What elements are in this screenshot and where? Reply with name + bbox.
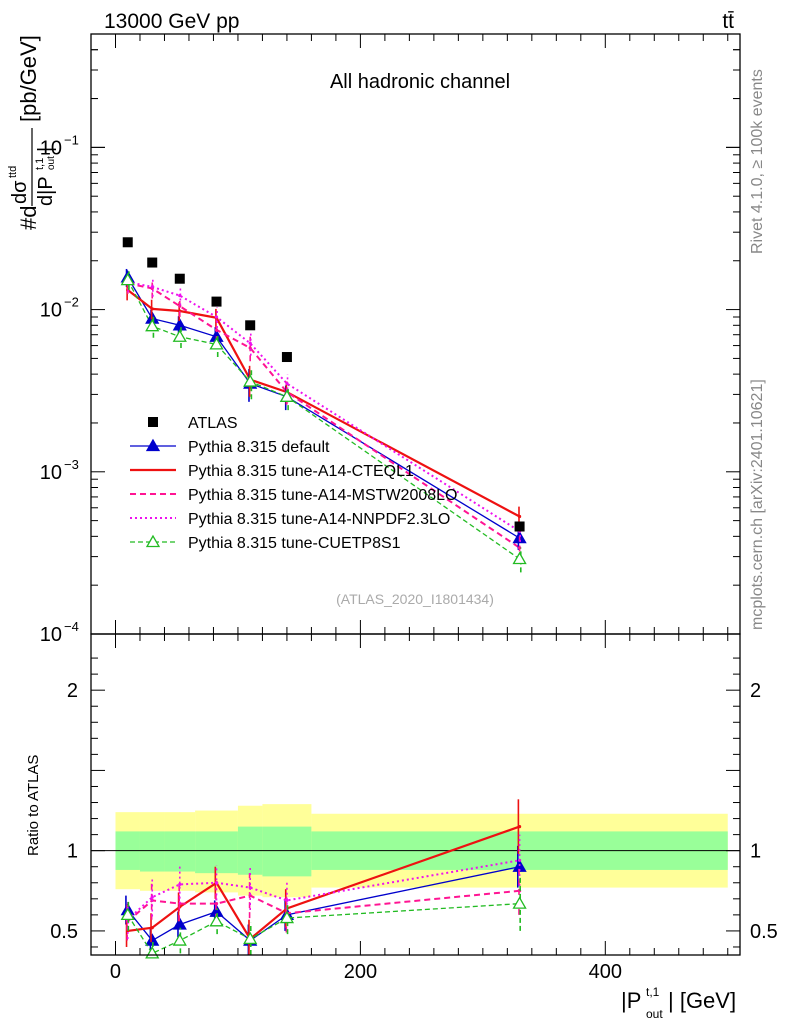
ratio-point-cuetp	[172, 933, 187, 946]
ratio-point-cteq	[150, 926, 154, 930]
ratio-point-nnpdf	[248, 885, 252, 890]
svg-text:[pb/GeV]: [pb/GeV]	[16, 35, 41, 122]
legend-label-atlas: ATLAS	[188, 415, 238, 432]
ratio-y-tick-label: 2	[67, 680, 78, 702]
main-y-tick-label-exp: −3	[64, 457, 79, 472]
main-point-cuetp	[243, 374, 258, 387]
main-point-nnpdf	[214, 315, 219, 319]
legend-marker-cuetp	[145, 534, 161, 548]
main-point-nnpdf	[178, 293, 182, 298]
ratio-point-nnpdf	[285, 898, 289, 903]
main-y-tick-label-exp: −2	[64, 295, 79, 310]
main-title: All hadronic channel	[330, 71, 510, 93]
ratio-point-cteq	[517, 825, 522, 829]
ratio-band-inner	[262, 826, 312, 877]
ratio-band-inner	[139, 831, 165, 872]
main-point-cuetp	[279, 389, 295, 402]
x-tick-label: 400	[589, 961, 622, 983]
header-right: tt̄	[722, 10, 734, 33]
svg-text:out: out	[46, 156, 57, 170]
main-series-cteq-line	[127, 289, 521, 518]
ratio-y-tick-label: 0.5	[50, 921, 78, 943]
main-point-nnpdf	[150, 285, 154, 289]
x-tick-label: 0	[110, 961, 121, 983]
main-point-cuetp	[172, 329, 187, 342]
main-point-atlas	[245, 320, 256, 331]
main-point-cteq	[517, 514, 522, 519]
main-y-tick-label-exp: −4	[64, 619, 79, 634]
ratio-y-axis-label: Ratio to ATLAS	[25, 755, 42, 856]
main-point-mstw	[214, 328, 219, 332]
ratio-band-inner	[195, 831, 238, 874]
main-series-mstw-line	[127, 282, 521, 549]
mcplots-label: mcplots.cern.ch [arXiv:2401.10621]	[749, 379, 766, 630]
legend-label-cuetp: Pythia 8.315 tune-CUETP8S1	[188, 535, 401, 552]
main-y-tick-label: 10	[40, 137, 62, 159]
ratio-point-cuetp	[209, 913, 224, 927]
ratio-y-tick-label-right: 0.5	[750, 921, 778, 943]
main-point-cteq	[150, 307, 154, 311]
main-point-cuetp	[512, 551, 527, 565]
main-point-atlas	[211, 296, 222, 307]
ratio-point-nnpdf	[517, 858, 522, 862]
main-point-nnpdf	[285, 381, 289, 386]
main-point-cuetp	[145, 318, 160, 332]
main-point-cuetp	[209, 337, 224, 350]
svg-text:| [GeV]: | [GeV]	[668, 988, 736, 1013]
main-y-tick-label: 10	[40, 300, 62, 322]
svg-text:out: out	[646, 1007, 663, 1021]
ratio-point-nnpdf	[150, 895, 154, 899]
ratio-frame	[90, 633, 741, 956]
x-axis-label: |P t,1 out | [GeV]	[621, 985, 736, 1021]
ratio-point-cuetp	[279, 910, 295, 924]
ratio-point-nnpdf	[178, 882, 182, 886]
svg-text:#d: #d	[16, 206, 41, 230]
x-tick-label: 200	[344, 961, 377, 983]
svg-text:ttd: ttd	[7, 166, 19, 178]
main-point-mstw	[517, 546, 522, 550]
main-y-tick-label: 10	[40, 624, 62, 646]
ratio-y-tick-label-right: 2	[750, 680, 761, 702]
main-y-axis-label: #d dσ ttd d|P t,1 out | [pb/GeV]	[7, 35, 57, 230]
main-point-atlas	[174, 273, 185, 284]
ratio-y-tick-label: 1	[67, 841, 78, 863]
svg-text:t,1: t,1	[34, 158, 46, 170]
ratio-point-cuetp	[120, 907, 135, 921]
svg-text:d|P: d|P	[35, 176, 57, 206]
main-point-nnpdf	[248, 341, 252, 345]
svg-text:|: |	[35, 147, 57, 152]
main-point-atlas	[514, 521, 525, 532]
ratio-series-cuetp-line	[127, 902, 520, 955]
main-y-tick-label-exp: −1	[64, 132, 79, 147]
main-y-tick-label: 10	[40, 462, 62, 484]
ratio-point-nnpdf	[214, 881, 219, 885]
main-point-atlas	[281, 352, 292, 363]
ratio-point-cuetp	[145, 946, 160, 959]
main-point-atlas	[147, 257, 158, 268]
ratio-point-cuetp	[243, 931, 258, 945]
svg-text:dσ: dσ	[9, 180, 31, 204]
ratio-band-inner	[164, 831, 196, 872]
legend-label-default: Pythia 8.315 default	[188, 439, 330, 456]
svg-text:t,1: t,1	[646, 985, 660, 999]
ratio-y-tick-label-right: 1	[750, 841, 761, 863]
legend-marker-atlas	[148, 417, 158, 427]
main-point-atlas	[122, 237, 133, 248]
legend: ATLAS Pythia 8.315 default Pythia 8.315 tu…	[130, 415, 457, 552]
legend-label-cteq: Pythia 8.315 tune-A14-CTEQL1	[188, 463, 414, 480]
main-point-cuetp	[120, 272, 135, 286]
svg-text:|P: |P	[621, 988, 641, 1013]
watermark: (ATLAS_2020_I1801434)	[336, 591, 494, 607]
rivet-label: Rivet 4.1.0, ≥ 100k events	[749, 69, 766, 254]
ratio-point-cuetp	[512, 896, 527, 909]
legend-label-nnpdf: Pythia 8.315 tune-A14-NNPDF2.3LO	[188, 511, 450, 528]
ratio-point-mstw	[214, 902, 219, 906]
legend-marker-default	[145, 438, 161, 452]
header-left: 13000 GeV pp	[104, 10, 239, 33]
legend-label-mstw: Pythia 8.315 tune-A14-MSTW2008LO	[188, 487, 457, 504]
